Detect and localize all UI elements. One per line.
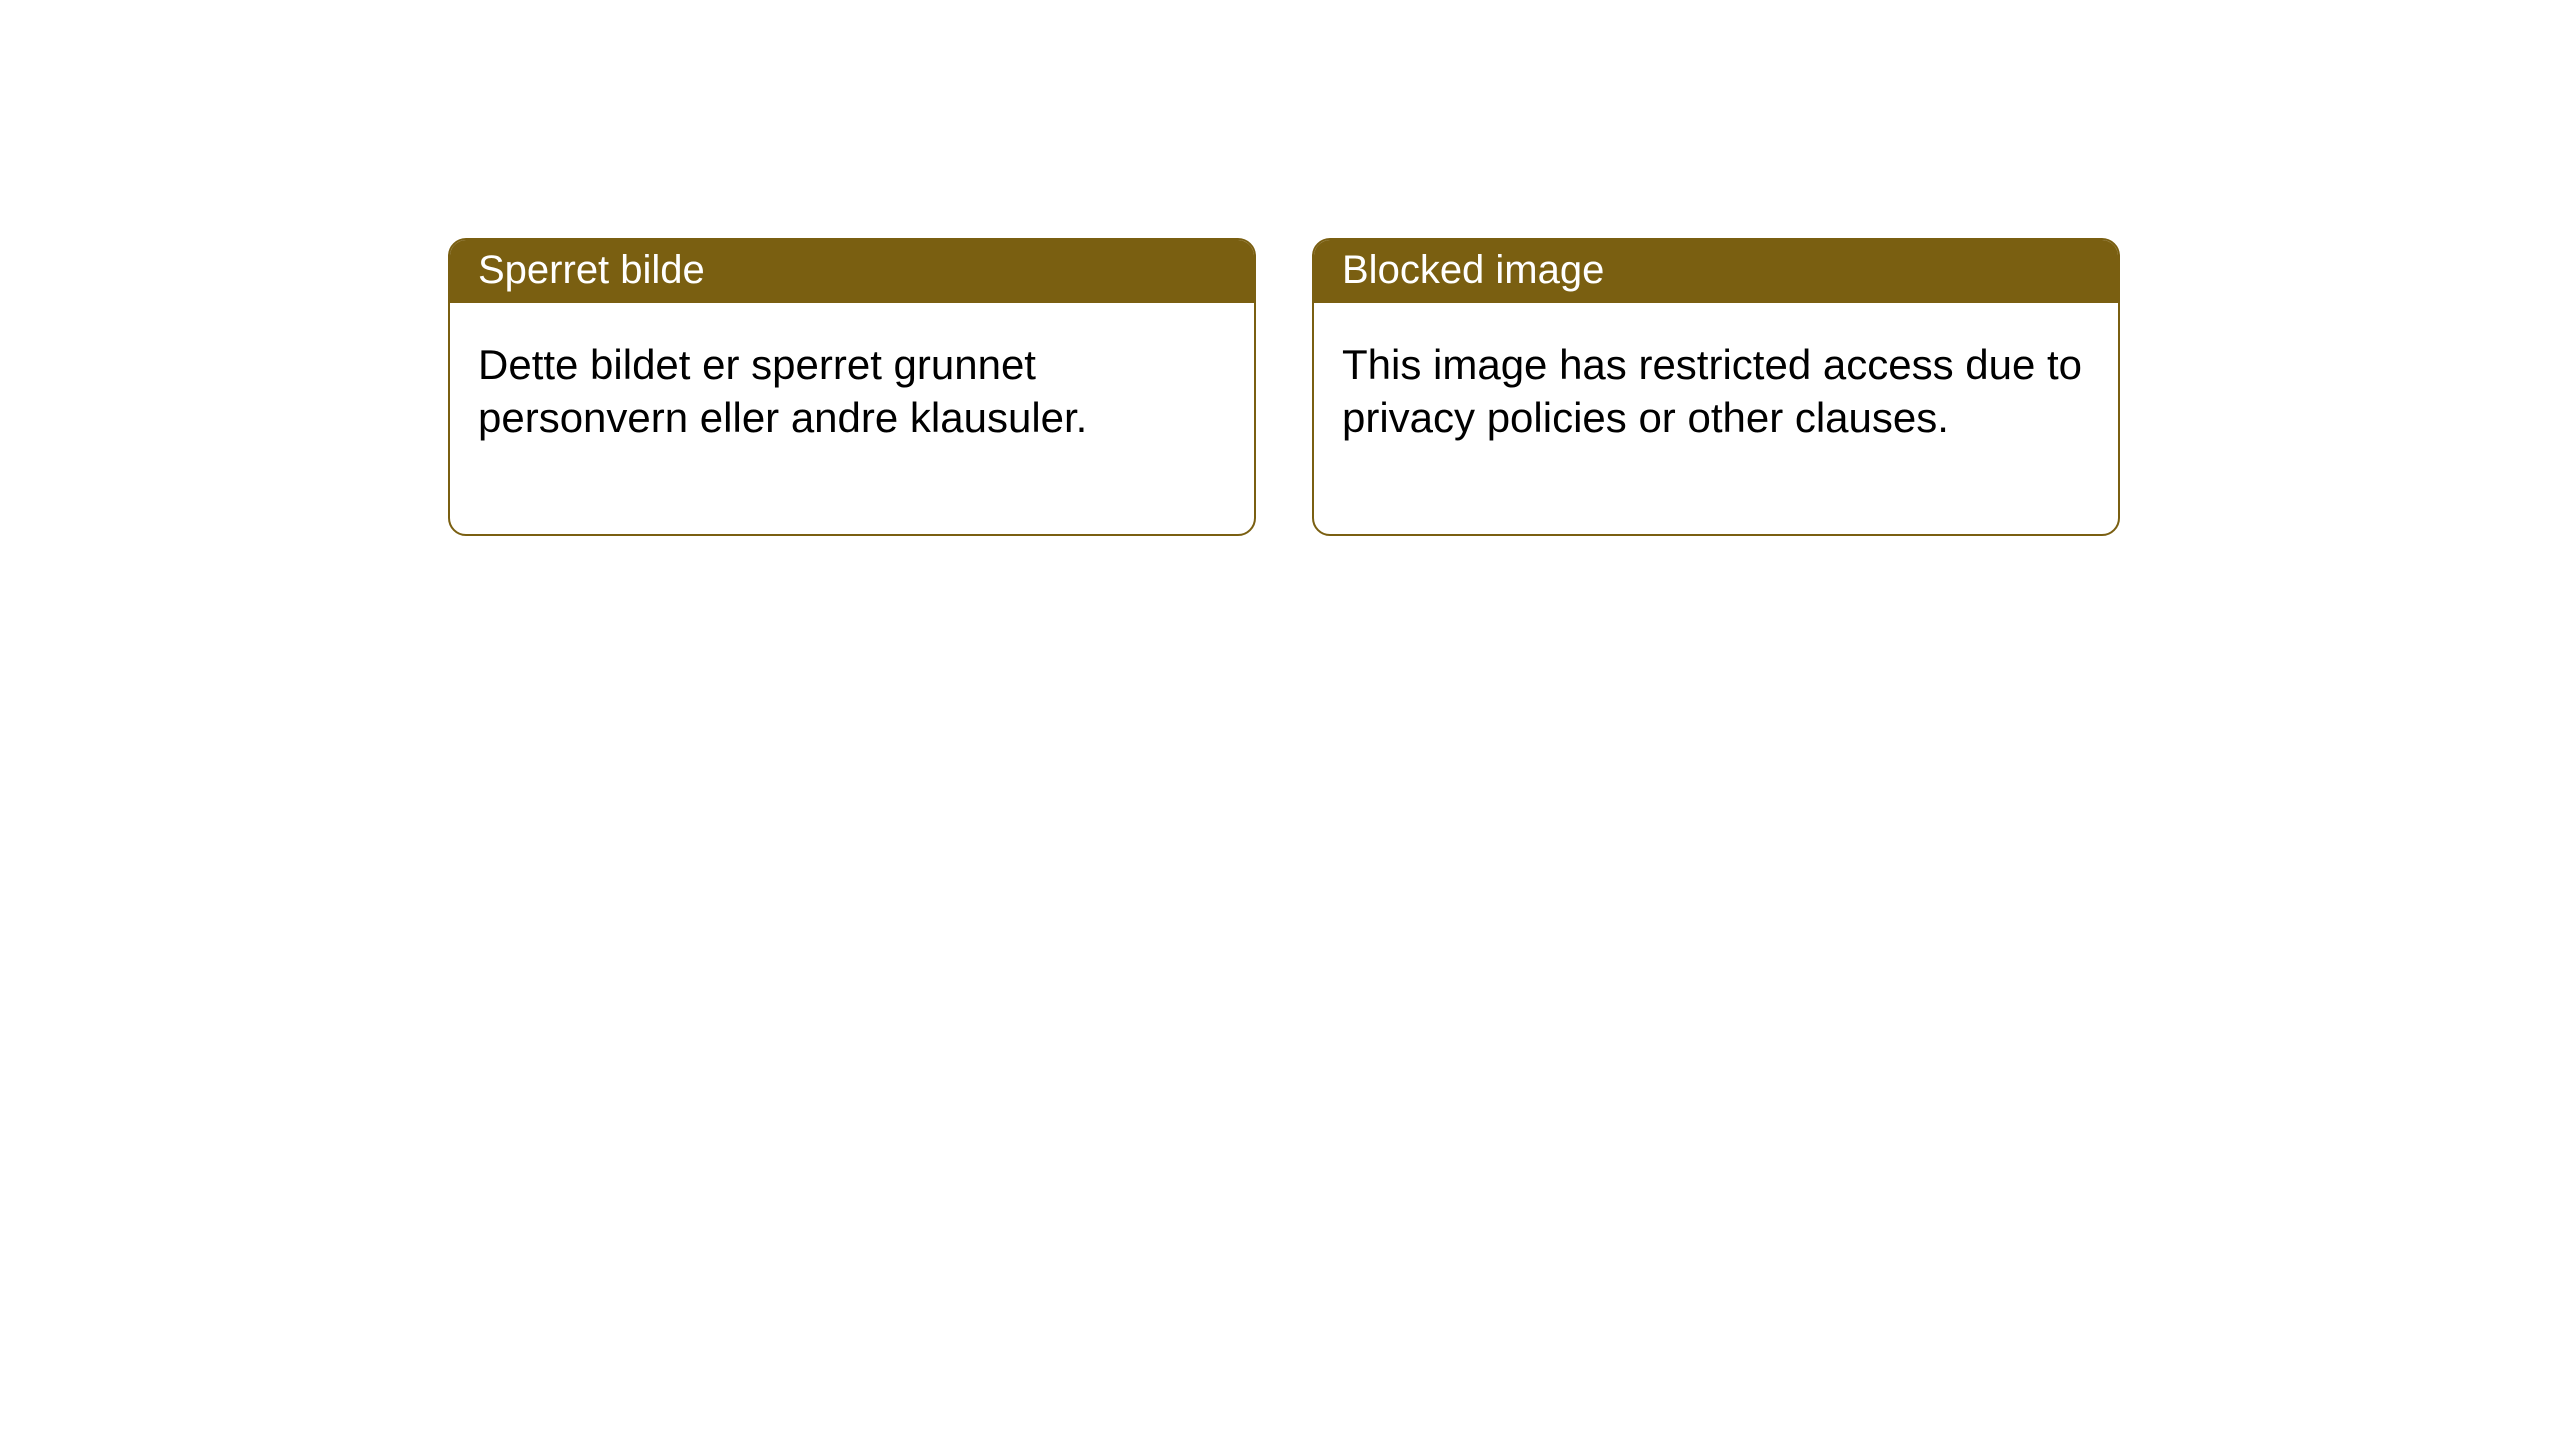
card-body: Dette bildet er sperret grunnet personve… <box>450 303 1254 534</box>
notice-container: Sperret bilde Dette bildet er sperret gr… <box>0 0 2560 536</box>
notice-card-english: Blocked image This image has restricted … <box>1312 238 2120 536</box>
card-header: Blocked image <box>1314 240 2118 303</box>
card-header: Sperret bilde <box>450 240 1254 303</box>
card-body: This image has restricted access due to … <box>1314 303 2118 534</box>
notice-card-norwegian: Sperret bilde Dette bildet er sperret gr… <box>448 238 1256 536</box>
